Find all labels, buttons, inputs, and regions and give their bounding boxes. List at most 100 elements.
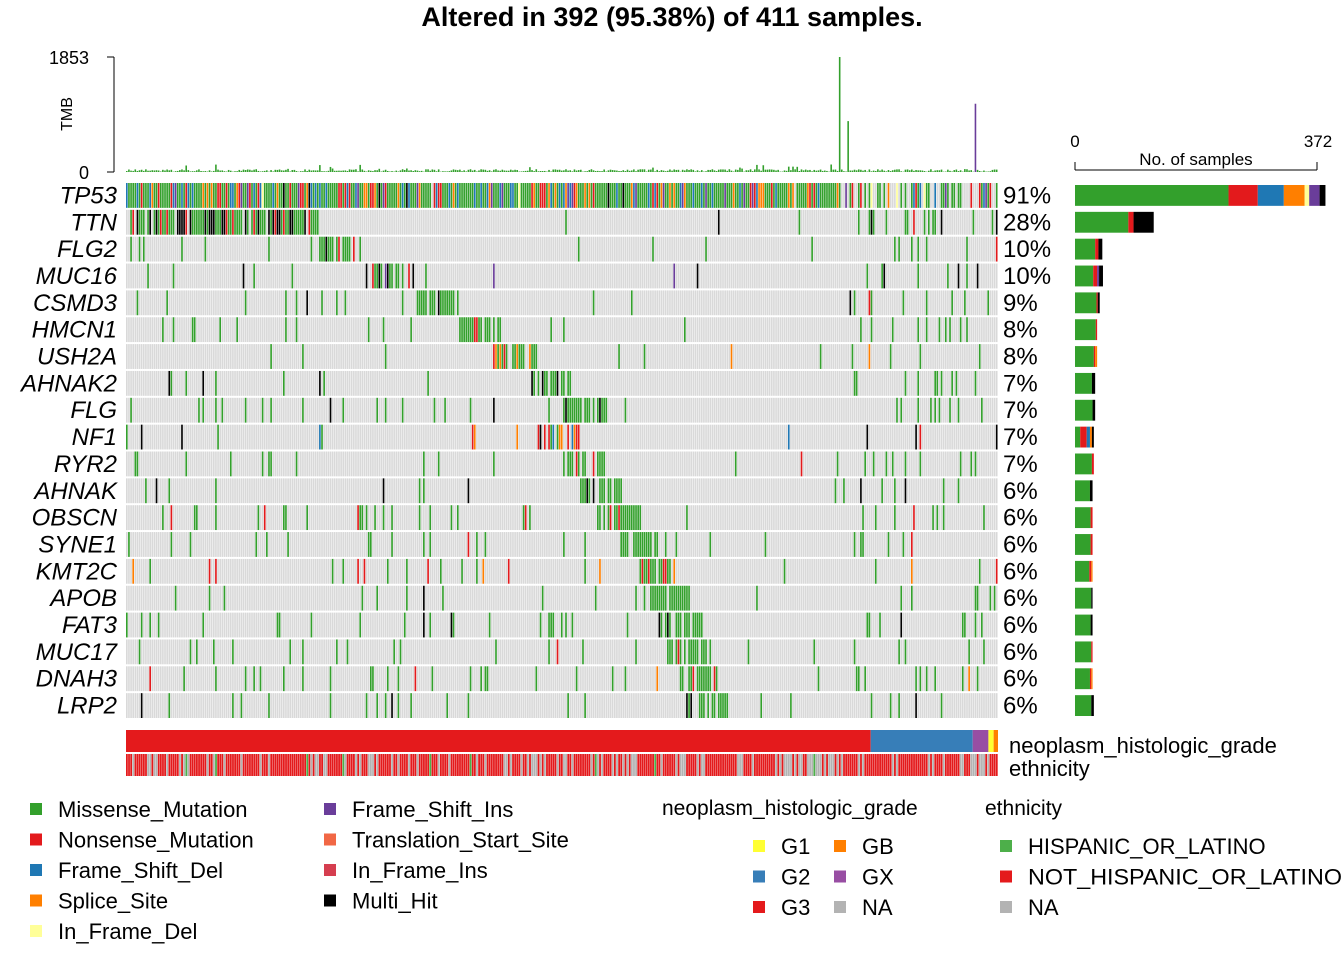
matrix-cell (705, 263, 707, 289)
tmb-bar (257, 170, 260, 172)
matrix-cell (261, 183, 264, 208)
matrix-cell (221, 317, 224, 343)
matrix-cell (501, 344, 504, 369)
matrix-cell (126, 478, 128, 504)
matrix-cell (367, 290, 370, 316)
matrix-cell (295, 263, 298, 289)
tmb-bar (376, 170, 378, 172)
tmb-bar (372, 171, 374, 172)
matrix-cell (902, 183, 905, 208)
matrix-cell (993, 236, 996, 262)
tmb-bar (667, 170, 669, 172)
matrix-cell (607, 370, 610, 396)
matrix-cell (919, 290, 922, 316)
matrix-cell (777, 370, 779, 396)
matrix-cell (686, 263, 688, 289)
matrix-cell (724, 344, 726, 369)
tmb-bar (569, 170, 572, 172)
matrix-cell (698, 424, 701, 450)
matrix-cell (280, 236, 283, 262)
matrix-cell (802, 344, 805, 369)
matrix-cell (546, 397, 548, 423)
matrix-cell (342, 451, 345, 477)
matrix-cell (921, 263, 924, 289)
matrix-cell (650, 424, 652, 450)
matrix-cell (732, 344, 735, 369)
matrix-cell (406, 236, 408, 262)
tmb-bar (520, 171, 523, 172)
matrix-cell (645, 397, 648, 423)
matrix-cell (316, 263, 319, 289)
matrix-cell (671, 290, 673, 316)
matrix-cell (715, 344, 718, 369)
matrix-cell (817, 451, 820, 477)
matrix-cell (656, 183, 659, 208)
matrix-cell (329, 344, 332, 369)
matrix-cell (728, 290, 731, 316)
matrix-cell (240, 397, 243, 423)
tmb-bar (374, 170, 376, 172)
matrix-cell (486, 344, 489, 369)
matrix-cell (985, 317, 987, 343)
matrix-cell (760, 424, 763, 450)
matrix-cell (486, 397, 489, 423)
matrix-cell (176, 209, 179, 235)
tmb-bar (306, 170, 308, 172)
matrix-cell (819, 424, 822, 450)
matrix-cell (316, 236, 319, 262)
matrix-cell (365, 236, 368, 262)
matrix-cell (223, 478, 226, 504)
matrix-cell (673, 397, 676, 423)
matrix-cell (543, 344, 546, 369)
matrix-cell (391, 209, 393, 235)
matrix-cell (966, 290, 968, 316)
matrix-cell (985, 263, 987, 289)
matrix-cell (609, 424, 612, 450)
matrix-cell (870, 370, 873, 396)
matrix-cell (766, 397, 769, 423)
tmb-bar (773, 169, 775, 172)
matrix-cell (904, 209, 907, 235)
matrix-cell (495, 424, 497, 450)
matrix-cell (794, 451, 796, 477)
matrix-cell (374, 317, 376, 343)
matrix-cell (132, 209, 135, 235)
matrix-cell (543, 209, 546, 235)
matrix-cell (866, 183, 869, 208)
tmb-bar (353, 169, 355, 172)
matrix-cell (620, 209, 622, 235)
matrix-cell (215, 209, 217, 235)
matrix-cell (529, 183, 531, 208)
matrix-cell (452, 263, 455, 289)
matrix-cell (584, 451, 586, 477)
matrix-cell (140, 344, 143, 369)
matrix-cell (369, 451, 372, 477)
matrix-cell (779, 424, 782, 450)
matrix-cell (817, 317, 820, 343)
matrix-cell (448, 209, 451, 235)
tmb-bar (552, 169, 555, 172)
matrix-cell (382, 424, 385, 450)
matrix-cell (569, 236, 572, 262)
matrix-cell (276, 263, 279, 289)
matrix-cell (919, 317, 922, 343)
matrix-cell (618, 344, 620, 369)
matrix-cell (176, 397, 179, 423)
matrix-cell (429, 263, 432, 289)
matrix-cell (675, 451, 678, 477)
matrix-cell (787, 451, 790, 477)
matrix-cell (611, 263, 614, 289)
matrix-cell (594, 370, 597, 396)
matrix-cell (552, 209, 555, 235)
matrix-cell (393, 209, 395, 235)
matrix-cell (465, 263, 468, 289)
matrix-cell (957, 263, 960, 289)
matrix-cell (242, 236, 245, 262)
matrix-cell (499, 263, 502, 289)
matrix-cell (526, 424, 529, 450)
matrix-cell (673, 236, 676, 262)
matrix-cell (516, 209, 519, 235)
matrix-cell (554, 424, 557, 450)
tmb-bar (652, 167, 654, 172)
matrix-cell (940, 397, 943, 423)
